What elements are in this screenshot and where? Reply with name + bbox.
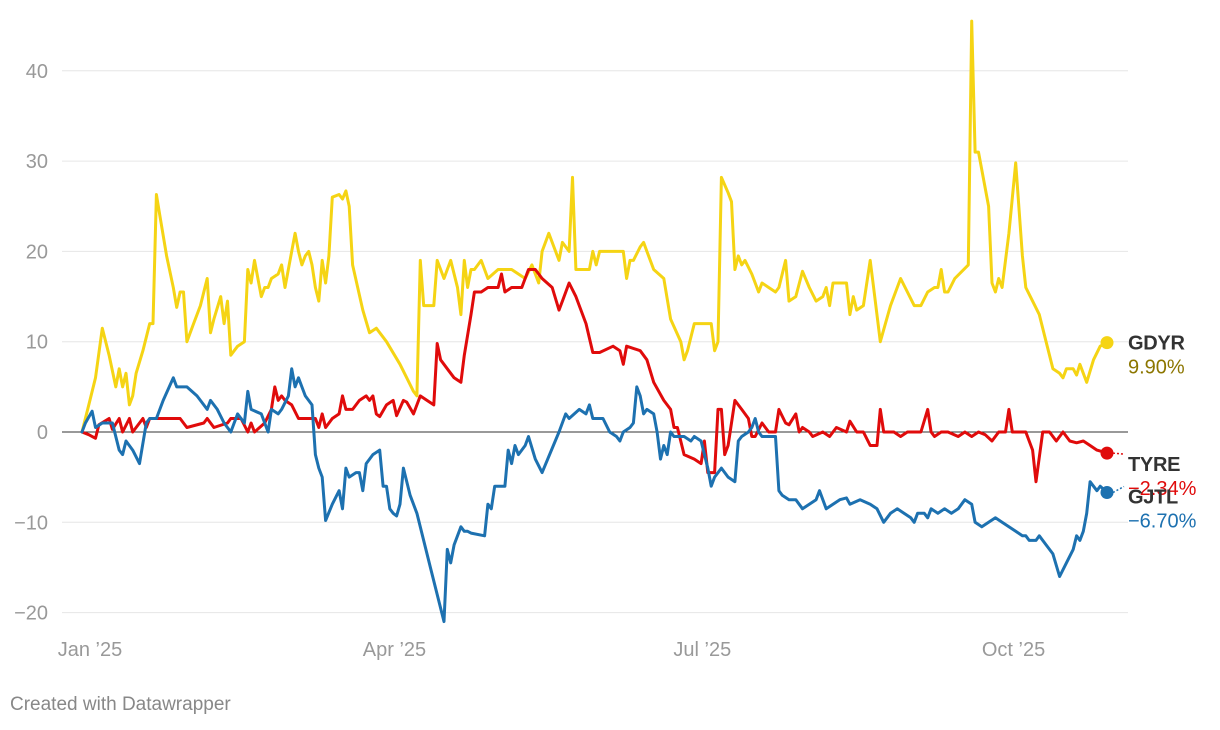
series-line-gdyr (80, 19, 1109, 434)
series-value-label: 9.90% (1128, 357, 1185, 379)
series-name-label: GDYR (1128, 333, 1185, 355)
series-name-label: GJTL (1128, 487, 1178, 509)
label-leader-tyre (1112, 452, 1125, 455)
series-value-label: −6.70% (1128, 511, 1197, 533)
label-leader-gjtl (1112, 485, 1125, 494)
y-tick-label: 20 (26, 241, 48, 263)
end-marker-gjtl (1100, 486, 1114, 500)
x-tick-label: Oct ’25 (982, 639, 1045, 661)
end-marker-tyre (1100, 446, 1114, 460)
end-marker-gdyr (1100, 336, 1114, 350)
y-tick-label: 10 (26, 332, 48, 354)
y-tick-label: 40 (26, 61, 48, 83)
y-tick-label: −10 (14, 512, 48, 534)
series-value-label: −2.34% (1128, 478, 1197, 500)
y-tick-label: 30 (26, 151, 48, 173)
series-name-label: TYRE (1128, 454, 1180, 476)
datawrapper-credit: Created with Datawrapper (10, 694, 231, 715)
series-line-gjtl (80, 367, 1109, 624)
x-tick-label: Jul ’25 (673, 639, 731, 661)
y-tick-label: 0 (37, 422, 48, 444)
x-tick-label: Apr ’25 (363, 639, 426, 661)
x-tick-label: Jan ’25 (58, 639, 123, 661)
series-line-tyre (80, 268, 1109, 484)
y-tick-label: −20 (14, 603, 48, 625)
